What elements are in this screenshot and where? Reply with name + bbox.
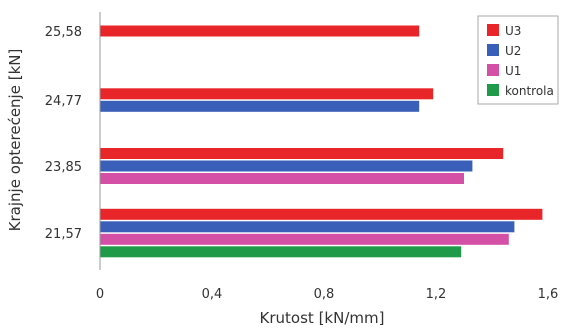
legend-swatch-u1	[487, 64, 499, 76]
x-tick-label: 0,8	[314, 287, 335, 302]
bar-u3-23_85	[100, 148, 504, 159]
y-tick-label: 25,58	[45, 25, 82, 40]
bar-u1-23_85	[100, 173, 464, 184]
bar-u3-25_58	[100, 25, 420, 37]
x-tick-label: 0	[96, 287, 104, 302]
bar-kontrola-21_57	[100, 246, 462, 258]
x-tick-label: 1,2	[426, 287, 447, 302]
bar-u2-21_57	[100, 221, 515, 233]
legend-label-kontrola: kontrola	[505, 84, 554, 98]
bar-u1-21_57	[100, 233, 509, 245]
y-axis-title: Krajnje opterećenje [kN]	[6, 49, 24, 232]
legend-label-u2: U2	[505, 44, 521, 58]
bar-u3-21_57	[100, 208, 543, 220]
legend-swatch-u2	[487, 44, 499, 56]
x-tick-label: 1,6	[538, 287, 559, 302]
legend-swatch-u3	[487, 24, 499, 36]
legend-label-u3: U3	[505, 24, 521, 38]
x-axis-title: Krutost [kN/mm]	[260, 309, 385, 327]
y-tick-labels: 21,57 23,85 24,77 25,58	[45, 25, 82, 242]
bars-group	[100, 25, 543, 258]
bar-u2-24_77	[100, 100, 420, 112]
legend-swatch-kontrola	[487, 84, 499, 96]
y-tick-label: 24,77	[45, 94, 82, 109]
x-tick-label: 0,4	[202, 287, 223, 302]
legend-label-u1: U1	[505, 64, 521, 78]
bar-u2-23_85	[100, 160, 473, 172]
y-tick-label: 21,57	[45, 227, 82, 242]
x-tick-labels: 0 0,4 0,8 1,2 1,6	[96, 287, 558, 302]
legend: U3 U2 U1 kontrola	[477, 15, 559, 105]
y-tick-label: 23,85	[45, 160, 82, 175]
bar-u3-24_77	[100, 88, 434, 100]
